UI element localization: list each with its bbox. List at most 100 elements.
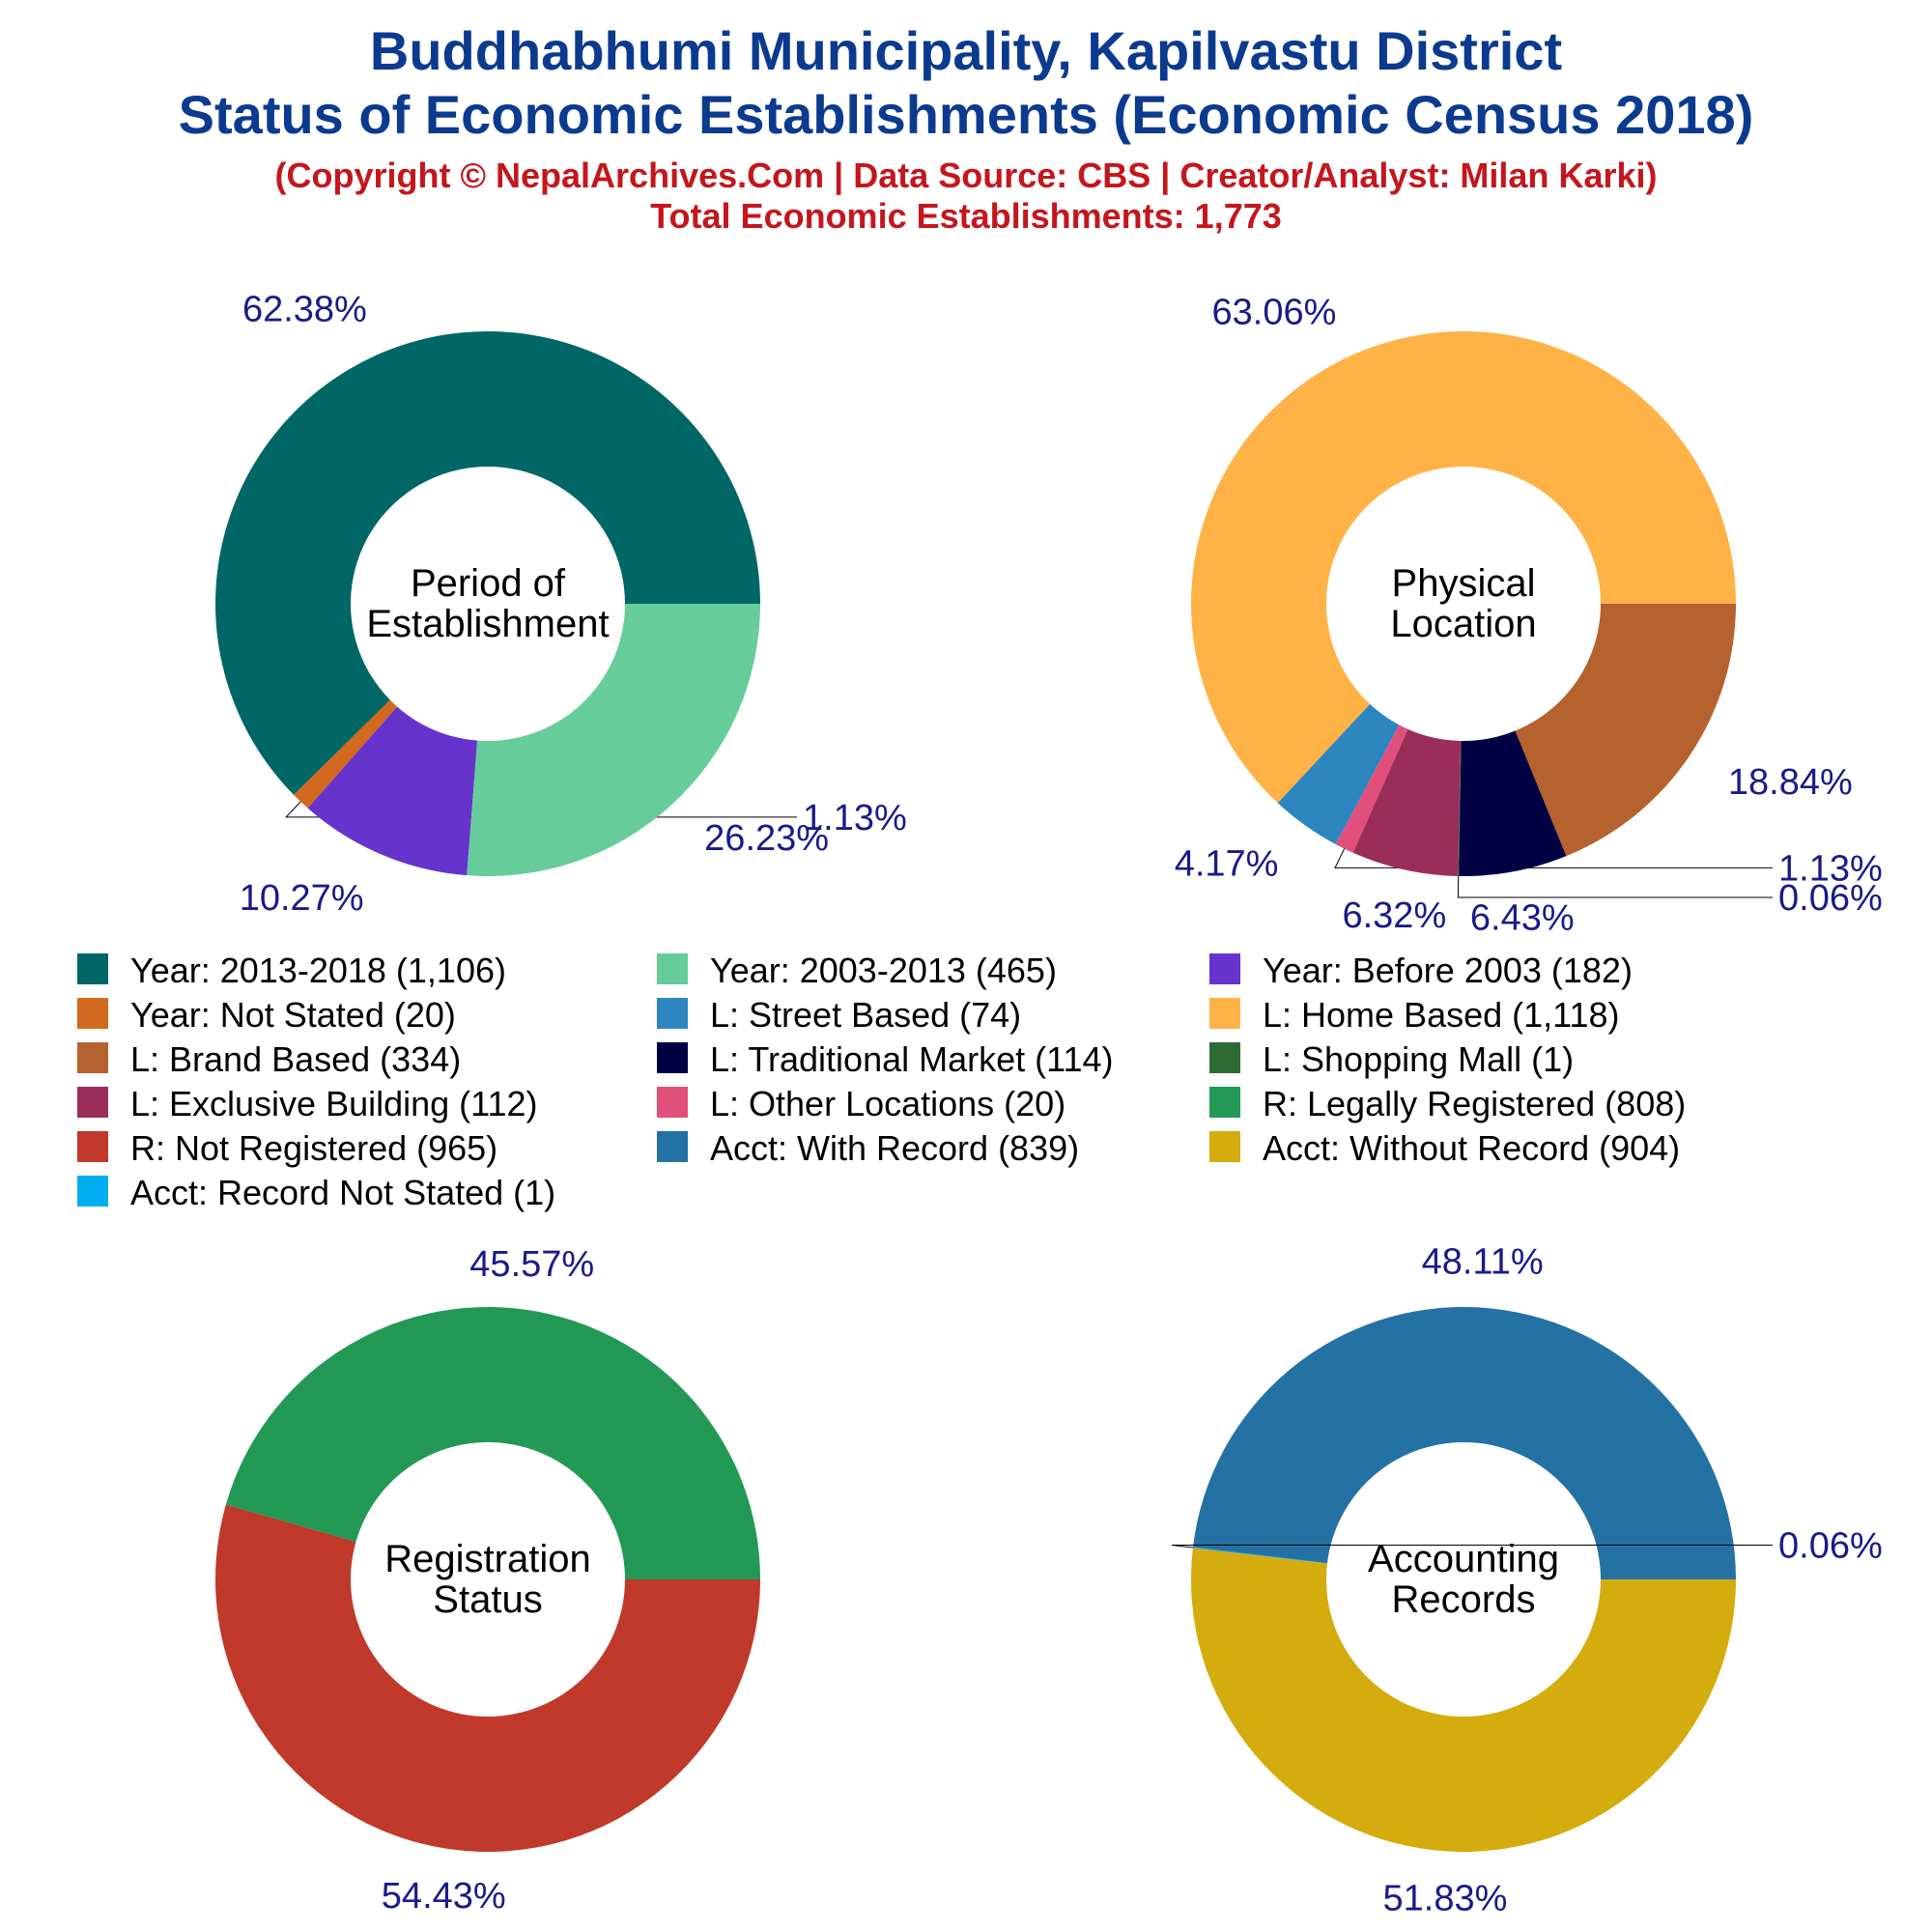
legend-item-l-other-locations-20: L: Other Locations (20) [657,1084,1065,1123]
slice-l-shopping-mall-1 [1458,740,1462,876]
slice-year-before-2003-182 [307,706,478,876]
center-label-line: Accounting [1368,1538,1559,1580]
legend-item-l-exclusive-building-112: L: Exclusive Building (112) [77,1084,538,1123]
legend-item-acct-record-not-stated-1: Acct: Record Not Stated (1) [77,1173,555,1212]
legend-swatch [1209,1087,1240,1118]
center-label-line: Records [1392,1578,1536,1621]
center-label-line: Location [1390,603,1536,645]
donut-charts: 62.38% 1.13% 10.27% 26.23% Period ofEstablis… [214,290,1883,1918]
percent-label: 4.17% [1175,844,1279,885]
donut-physical-location: 63.06% 4.17% 1.13% 6.32% 0.06% 6.43% 18.84% Phy… [1175,292,1883,938]
center-label-line: Establishment [366,603,609,645]
legend-label: Acct: With Record (839) [710,1128,1079,1168]
percent-label: 54.43% [382,1876,506,1917]
legend-item-l-traditional-market-114: L: Traditional Market (114) [657,1039,1114,1079]
legend-item-l-home-based-1-118: L: Home Based (1,118) [1209,995,1620,1035]
slice-l-traditional-market-114 [1459,730,1567,876]
legend-label: Acct: Record Not Stated (1) [130,1173,555,1212]
legend-item-year-before-2003-182: Year: Before 2003 (182) [1209,951,1633,990]
legend-label: Year: Before 2003 (182) [1263,951,1633,990]
slice-year-2013-2018-1-106 [214,331,760,795]
center-label-line: Physical [1392,562,1536,605]
percent-label: 0.06% [1778,1525,1883,1566]
legend-item-year-2003-2013-465: Year: 2003-2013 (465) [657,951,1057,990]
legend-swatch [77,998,108,1029]
slice-l-other-locations-20 [1335,724,1408,853]
slice-year-not-stated-20 [294,699,398,809]
slice-year-2003-2013-465 [467,604,760,876]
center-label-line: Status [433,1578,542,1621]
legend-label: L: Exclusive Building (112) [130,1084,538,1123]
percent-label: 45.57% [469,1244,594,1285]
legend-item-l-brand-based-334: L: Brand Based (334) [77,1039,461,1079]
slice-acct-with-record-839 [1192,1307,1736,1579]
legend-label: L: Shopping Mall (1) [1263,1039,1574,1079]
legend-item-r-not-registered-965: R: Not Registered (965) [77,1128,497,1168]
legend: Year: 2013-2018 (1,106) Year: 2003-2013 (… [77,951,1686,1212]
legend-item-r-legally-registered-808: R: Legally Registered (808) [1209,1084,1686,1123]
legend-item-acct-without-record-904: Acct: Without Record (904) [1209,1128,1680,1168]
legend-swatch [77,1087,108,1118]
legend-label: L: Brand Based (334) [130,1039,461,1079]
chart-title-line2: Status of Economic Establishments (Econo… [179,84,1754,145]
legend-swatch [1209,1131,1240,1162]
percent-label: 0.06% [1778,878,1883,919]
legend-swatch [1209,953,1240,984]
leader-line [1334,848,1773,868]
percent-label: 10.27% [240,878,364,919]
legend-swatch [77,953,108,984]
legend-label: L: Street Based (74) [710,995,1021,1035]
percent-label: 48.11% [1422,1242,1544,1283]
legend-swatch [1209,1042,1240,1073]
legend-swatch [77,1042,108,1073]
legend-swatch [77,1131,108,1162]
legend-label: R: Legally Registered (808) [1263,1084,1686,1123]
legend-label: Year: 2003-2013 (465) [710,951,1057,990]
legend-label: Year: Not Stated (20) [130,995,456,1035]
slice-r-legally-registered-808 [225,1307,760,1579]
percent-label: 26.23% [704,818,829,859]
legend-swatch [657,953,688,984]
legend-item-year-not-stated-20: Year: Not Stated (20) [77,995,456,1035]
percent-label: 18.84% [1728,762,1853,803]
slice-l-exclusive-building-112 [1352,728,1462,876]
legend-item-acct-with-record-839: Acct: With Record (839) [657,1128,1079,1168]
leader-line [1172,1544,1773,1548]
legend-label: L: Home Based (1,118) [1263,995,1620,1035]
percent-label: 6.43% [1470,897,1575,938]
slice-l-brand-based-334 [1515,604,1736,857]
legend-label: L: Traditional Market (114) [710,1039,1114,1079]
chart-subtitle-line1: (Copyright © NepalArchives.Com | Data So… [275,156,1658,196]
legend-swatch [1209,998,1240,1029]
center-label-line: Registration [384,1538,590,1580]
legend-item-l-shopping-mall-1: L: Shopping Mall (1) [1209,1039,1574,1079]
chart-subtitle-line2: Total Economic Establishments: 1,773 [650,196,1282,236]
legend-swatch [657,1087,688,1118]
legend-swatch [77,1176,108,1207]
legend-label: R: Not Registered (965) [130,1128,497,1168]
legend-item-year-2013-2018-1-106: Year: 2013-2018 (1,106) [77,951,506,990]
legend-swatch [657,998,688,1029]
legend-label: Acct: Without Record (904) [1263,1128,1680,1168]
slice-acct-record-not-stated-1 [1192,1547,1328,1564]
legend-item-l-street-based-74: L: Street Based (74) [657,995,1021,1035]
legend-label: Year: 2013-2018 (1,106) [130,951,506,990]
percent-label: 51.83% [1383,1878,1508,1918]
slice-l-home-based-1-118 [1190,330,1737,804]
slice-l-street-based-74 [1277,703,1400,845]
center-label-line: Period of [411,562,566,605]
slice-acct-without-record-904 [1191,1548,1736,1852]
percent-label: 63.06% [1212,292,1337,332]
slice-r-not-registered-965 [214,1504,760,1853]
chart-title-line1: Buddhabhumi Municipality, Kapilvastu Dis… [370,20,1562,81]
legend-swatch [657,1131,688,1162]
legend-label: L: Other Locations (20) [710,1084,1065,1123]
percent-label: 1.13% [803,798,907,838]
percent-label: 1.13% [1778,848,1883,889]
donut-period-of-establishment: 62.38% 1.13% 10.27% 26.23% Period ofEstablis… [214,290,907,919]
legend-swatch [657,1042,688,1073]
percent-label: 6.32% [1342,895,1446,936]
